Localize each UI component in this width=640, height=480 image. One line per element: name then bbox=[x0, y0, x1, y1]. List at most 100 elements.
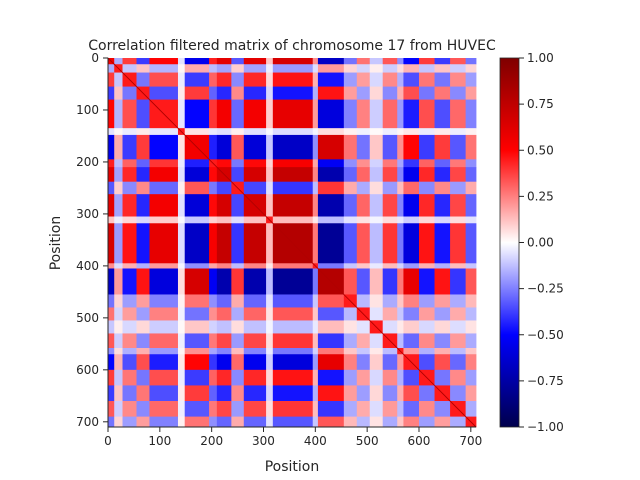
heatmap-cell bbox=[465, 181, 477, 195]
heatmap-cell bbox=[108, 128, 115, 136]
x-ticks: 0 100 200 300 400 500 600 700 bbox=[104, 427, 482, 448]
heatmap-cell bbox=[382, 159, 398, 168]
heatmap-cell bbox=[356, 348, 371, 355]
heatmap-cell bbox=[216, 263, 232, 269]
heatmap-cell bbox=[382, 348, 398, 355]
heatmap-cell bbox=[231, 385, 245, 402]
heatmap-cell bbox=[114, 223, 123, 264]
heatmap-cell bbox=[317, 128, 345, 136]
heatmap-cell bbox=[312, 333, 319, 349]
heatmap-cell bbox=[243, 64, 267, 73]
heatmap-cell bbox=[114, 307, 123, 321]
heatmap-cell bbox=[312, 159, 319, 168]
heatmap-cell bbox=[122, 134, 137, 160]
heatmap-cell bbox=[266, 385, 274, 402]
heatmap-cell bbox=[216, 99, 232, 129]
heatmap-cell bbox=[184, 167, 210, 183]
heatmap-cell bbox=[122, 354, 137, 371]
heatmap-cell bbox=[266, 72, 274, 87]
heatmap-cell bbox=[122, 86, 137, 100]
heatmap-cell bbox=[114, 134, 123, 160]
heatmap-cell bbox=[216, 194, 232, 217]
heatmap-cell bbox=[243, 72, 267, 87]
heatmap-cell bbox=[465, 348, 477, 355]
heatmap-cell bbox=[114, 294, 123, 308]
heatmap-cell bbox=[149, 263, 179, 269]
heatmap-cell bbox=[108, 194, 115, 217]
heatmap-cell bbox=[312, 320, 319, 334]
heatmap-cell bbox=[266, 307, 274, 321]
heatmap-cell bbox=[149, 167, 179, 183]
heatmap-cell bbox=[149, 134, 179, 160]
heatmap-cell bbox=[149, 320, 179, 334]
y-axis-label: Position bbox=[48, 216, 64, 271]
heatmap-cell bbox=[266, 348, 274, 355]
heatmap-cell bbox=[317, 72, 345, 87]
heatmap-cell bbox=[403, 167, 420, 183]
heatmap-cell bbox=[231, 401, 245, 417]
heatmap-cell bbox=[312, 307, 319, 321]
heatmap-cell bbox=[434, 216, 451, 224]
heatmap-cell bbox=[108, 401, 115, 417]
heatmap-cell bbox=[177, 401, 186, 417]
heatmap-cell bbox=[231, 159, 245, 168]
colorbar: 1.00 0.75 0.50 0.25 0.00 −0.25 −0.50 −0.75 −1.00 bbox=[499, 51, 564, 434]
heatmap-cell bbox=[272, 99, 314, 129]
heatmap-cell bbox=[434, 348, 451, 355]
heatmap-cell bbox=[231, 194, 245, 217]
heatmap-cell bbox=[382, 86, 398, 100]
heatmap-cell bbox=[356, 99, 371, 129]
heatmap-cell bbox=[184, 320, 210, 334]
heatmap-cell bbox=[216, 401, 232, 417]
diagonal-line bbox=[107, 57, 477, 428]
heatmap-cell bbox=[231, 86, 245, 100]
heatmap-cell bbox=[382, 58, 398, 65]
heatmap-cell bbox=[356, 64, 371, 73]
heatmap-cell bbox=[317, 294, 345, 308]
heatmap-cell bbox=[434, 369, 451, 386]
heatmap-cell bbox=[317, 216, 345, 224]
heatmap-cell bbox=[343, 216, 358, 224]
heatmap-cell bbox=[465, 333, 477, 349]
heatmap-cell bbox=[216, 72, 232, 87]
heatmap-cell bbox=[108, 307, 115, 321]
heatmap-cell bbox=[382, 167, 398, 183]
heatmap-cell bbox=[216, 320, 232, 334]
heatmap-cell bbox=[403, 263, 420, 269]
heatmap-cell bbox=[369, 294, 384, 308]
heatmap-cell bbox=[149, 348, 179, 355]
heatmap-cell bbox=[114, 86, 123, 100]
heatmap-cell bbox=[122, 99, 137, 129]
heatmap-cell bbox=[243, 128, 267, 136]
heatmap-cell bbox=[369, 385, 384, 402]
heatmap-cell bbox=[184, 348, 210, 355]
heatmap-cell bbox=[369, 167, 384, 183]
heatmap-cell bbox=[177, 159, 186, 168]
heatmap-cell bbox=[114, 72, 123, 87]
heatmap-cell bbox=[382, 99, 398, 129]
heatmap-cell bbox=[382, 263, 398, 269]
heatmap-cell bbox=[369, 216, 384, 224]
axes: 0 100 200 300 400 500 600 700 0 100 200 300 400 500 6… bbox=[76, 51, 482, 448]
colorbar-tick-label: −0.50 bbox=[527, 328, 564, 342]
heatmap-cell bbox=[450, 194, 467, 217]
heatmap-cell bbox=[369, 348, 384, 355]
heatmap-cell bbox=[216, 348, 232, 355]
heatmap-cell bbox=[108, 348, 115, 355]
heatmap-cell bbox=[177, 72, 186, 87]
heatmap-cell bbox=[122, 333, 137, 349]
heatmap-cell bbox=[209, 128, 218, 136]
heatmap-cell bbox=[418, 416, 435, 428]
heatmap-cell bbox=[272, 294, 314, 308]
heatmap-cell bbox=[177, 320, 186, 334]
heatmap-cell bbox=[369, 128, 384, 136]
heatmap-cell bbox=[465, 86, 477, 100]
heatmap-cell bbox=[397, 181, 404, 195]
heatmap-cell bbox=[312, 128, 319, 136]
heatmap-cell bbox=[418, 58, 435, 65]
heatmap-cell bbox=[343, 385, 358, 402]
heatmap-cell bbox=[317, 159, 345, 168]
heatmap-cell bbox=[369, 416, 384, 428]
heatmap-cell bbox=[434, 86, 451, 100]
heatmap-cell bbox=[122, 268, 137, 295]
